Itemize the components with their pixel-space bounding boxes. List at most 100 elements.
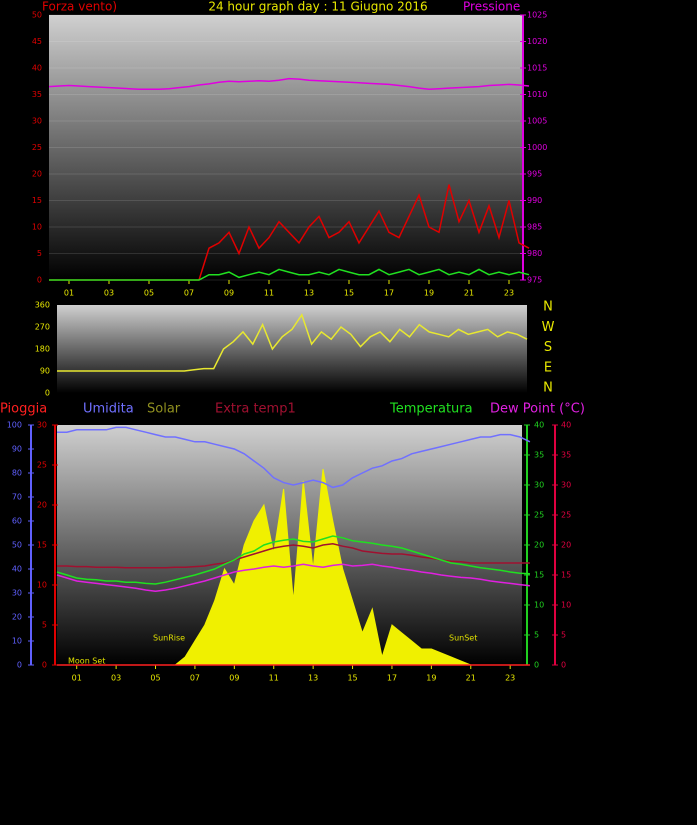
- legend-label: Temperatura: [389, 402, 473, 417]
- annotation: SunSet: [449, 634, 477, 643]
- y-tick-label: 40: [561, 421, 571, 430]
- y-tick-label: 0: [534, 661, 539, 670]
- x-tick-label: 07: [184, 289, 194, 298]
- x-tick-label: 21: [466, 674, 476, 683]
- header-label: Forza vento): [42, 0, 117, 14]
- line-series: [57, 426, 531, 489]
- x-tick-label: 01: [72, 674, 82, 683]
- y-tick-label: 40: [534, 421, 544, 430]
- y-tick-label: 35: [32, 90, 42, 99]
- line-series: [56, 563, 530, 592]
- x-tick-label: 17: [384, 289, 394, 298]
- line-series: [48, 77, 530, 90]
- y-tick-label: 20: [37, 501, 47, 510]
- direction-label: N: [543, 300, 553, 315]
- y-tick-label: 15: [534, 571, 544, 580]
- y-tick-label: 25: [534, 511, 544, 520]
- x-tick-label: 11: [269, 674, 279, 683]
- x-tick-label: 21: [464, 289, 474, 298]
- y-tick-label: 1005: [527, 117, 547, 126]
- y-tick-label: 30: [534, 481, 544, 490]
- y-tick-label: 15: [32, 196, 42, 205]
- y-tick-label: 30: [12, 589, 22, 598]
- y-tick-label: 0: [37, 276, 42, 285]
- y-tick-label: 50: [32, 11, 42, 20]
- y-tick-label: 1025: [527, 11, 547, 20]
- y-tick-label: 10: [12, 637, 22, 646]
- x-tick-label: 23: [504, 289, 514, 298]
- x-tick-label: 03: [104, 289, 114, 298]
- x-tick-label: 19: [426, 674, 436, 683]
- plot-background: [49, 15, 522, 280]
- y-tick-label: 980: [527, 249, 542, 258]
- header-label: 24 hour graph day : 11 Giugno 2016: [208, 0, 427, 14]
- legend-label: Dew Point (°C): [490, 402, 585, 417]
- legend-label: Extra temp1: [215, 402, 296, 417]
- y-tick-label: 985: [527, 223, 542, 232]
- legend-label: Umidita: [83, 402, 134, 417]
- y-tick-label: 100: [7, 421, 22, 430]
- y-tick-label: 1000: [527, 143, 547, 152]
- y-tick-label: 80: [12, 469, 22, 478]
- x-tick-label: 01: [64, 289, 74, 298]
- y-tick-label: 1010: [527, 90, 547, 99]
- annotation: SunRise: [153, 634, 185, 643]
- y-tick-label: 5: [561, 631, 566, 640]
- y-tick-label: 40: [32, 64, 42, 73]
- line-series: [49, 268, 530, 281]
- y-tick-label: 70: [12, 493, 22, 502]
- y-tick-label: 10: [37, 581, 47, 590]
- x-tick-label: 03: [111, 674, 121, 683]
- line-series: [57, 543, 530, 569]
- y-tick-label: 0: [42, 661, 47, 670]
- y-tick-label: 0: [45, 389, 50, 398]
- y-tick-label: 15: [37, 541, 47, 550]
- y-tick-label: 40: [12, 565, 22, 574]
- y-tick-label: 990: [527, 196, 542, 205]
- y-tick-label: 5: [37, 249, 42, 258]
- direction-label: S: [544, 340, 552, 355]
- y-tick-label: 1020: [527, 37, 547, 46]
- x-tick-label: 23: [505, 674, 515, 683]
- y-tick-label: 35: [534, 451, 544, 460]
- x-tick-label: 09: [224, 289, 234, 298]
- y-tick-label: 15: [561, 571, 571, 580]
- y-tick-label: 0: [17, 661, 22, 670]
- y-tick-label: 50: [12, 541, 22, 550]
- legend-label: Solar: [147, 402, 181, 417]
- y-tick-label: 20: [32, 170, 42, 179]
- line-series: [56, 535, 530, 585]
- direction-label: W: [542, 320, 555, 335]
- line-series: [57, 313, 528, 372]
- direction-label: E: [544, 360, 552, 375]
- y-tick-label: 5: [534, 631, 539, 640]
- plot-background: [57, 305, 527, 393]
- y-tick-label: 25: [561, 511, 571, 520]
- y-tick-label: 20: [561, 541, 571, 550]
- y-tick-label: 995: [527, 170, 542, 179]
- x-tick-label: 05: [144, 289, 154, 298]
- y-tick-label: 10: [32, 223, 42, 232]
- legend-label: Pioggia: [0, 402, 47, 417]
- y-tick-label: 20: [534, 541, 544, 550]
- y-tick-label: 45: [32, 37, 42, 46]
- y-tick-label: 1015: [527, 64, 547, 73]
- y-tick-label: 30: [32, 117, 42, 126]
- header-label: Pressione: [463, 0, 520, 14]
- y-tick-label: 25: [32, 143, 42, 152]
- y-tick-label: 25: [37, 461, 47, 470]
- y-tick-label: 270: [35, 323, 50, 332]
- direction-label: N: [543, 381, 553, 396]
- y-tick-label: 975: [527, 276, 542, 285]
- annotation: Moon Set: [68, 657, 105, 666]
- x-tick-label: 09: [229, 674, 239, 683]
- x-tick-label: 07: [190, 674, 200, 683]
- x-tick-label: 15: [344, 289, 354, 298]
- y-tick-label: 360: [35, 301, 50, 310]
- x-tick-label: 13: [304, 289, 314, 298]
- x-tick-label: 05: [150, 674, 160, 683]
- y-tick-label: 0: [561, 661, 566, 670]
- y-tick-label: 20: [12, 613, 22, 622]
- x-tick-label: 19: [424, 289, 434, 298]
- y-tick-label: 90: [40, 367, 50, 376]
